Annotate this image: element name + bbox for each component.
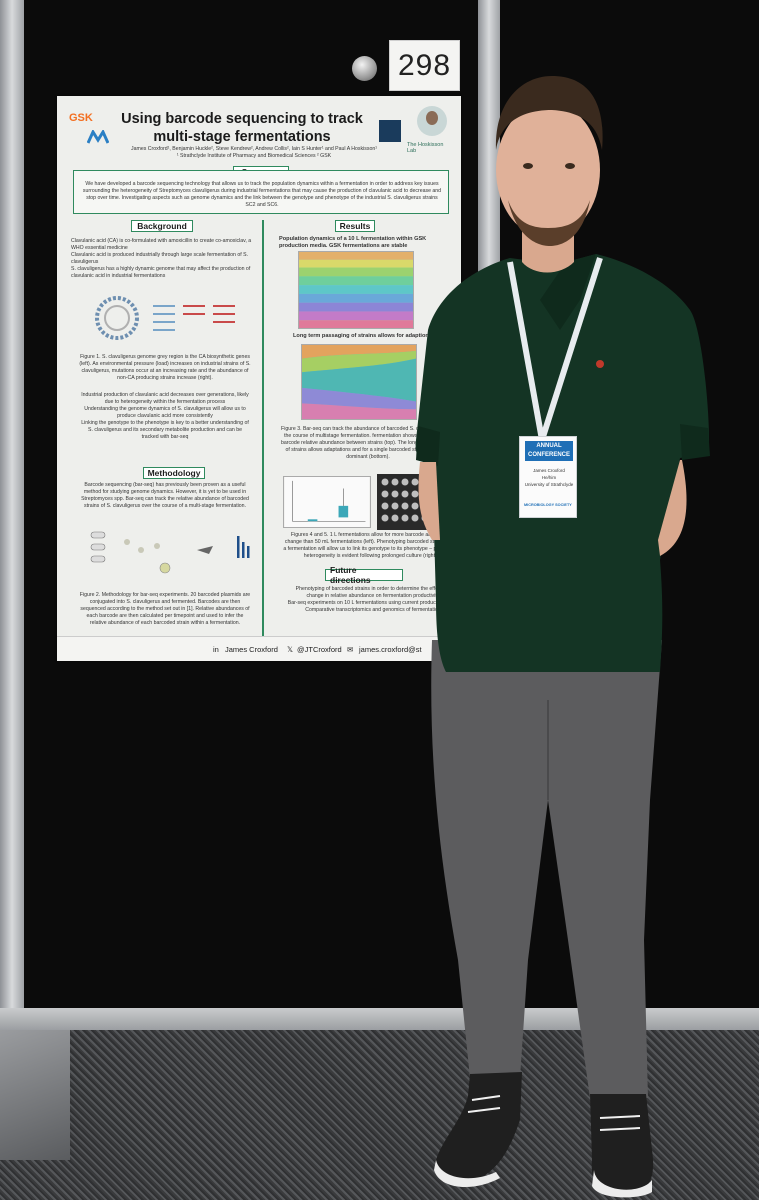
poster-title: Using barcode sequencing to track multi-… — [117, 110, 367, 146]
gsk-logo: GSK — [69, 112, 93, 124]
carpet-floor — [0, 1030, 759, 1200]
badge-banner-line2: CONFERENCE — [527, 452, 570, 458]
footer-twitter: @JTCroxford — [297, 645, 342, 654]
background-bullet: Linking the genotype to the phenotype is… — [81, 420, 249, 440]
box-plot — [283, 476, 371, 528]
future-bullet: Phenotyping of barcoded strains in order… — [295, 586, 451, 599]
background-bullet: Clavulanic acid (CA) is co-formulated wi… — [71, 238, 252, 251]
name-badge: ANNUAL CONFERENCE James Croxford He/him … — [519, 436, 577, 518]
x-icon: 𝕏 — [287, 645, 294, 654]
footer-linkedin: James Croxford — [225, 645, 278, 654]
frame-middle-post — [478, 0, 500, 1030]
genome-diagram — [95, 296, 235, 340]
future-list: Phenotyping of barcoded strains in order… — [287, 586, 459, 614]
background-list-2: Industrial production of clavulanic acid… — [79, 392, 251, 441]
results-heading: Results — [335, 220, 375, 232]
university-logo-icon — [379, 120, 401, 142]
background-bullet: Industrial production of clavulanic acid… — [81, 392, 249, 405]
badge-banner: ANNUAL CONFERENCE — [525, 441, 573, 461]
badge-details: James Croxford He/him University of Stra… — [522, 467, 576, 488]
plate-grid — [377, 474, 437, 530]
figure3-caption: Figure 3. Bar-seq can track the abundanc… — [280, 426, 456, 460]
stable-fermentation-plot — [298, 251, 414, 329]
figure1-caption: Figure 1. S. clavuligerus genome grey re… — [79, 354, 251, 381]
future-bullet: Comparative transcriptomics and genomics… — [305, 607, 441, 613]
methodology-heading: Methodology — [143, 467, 205, 479]
badge-name: James Croxford — [533, 468, 565, 473]
poster-title-line1: Using barcode sequencing to track — [121, 111, 363, 127]
badge-society: MICROBIOLOGY SOCIETY — [524, 503, 572, 507]
figure2-caption: Figure 2. Methodology for bar-seq experi… — [79, 592, 251, 626]
badge-pronouns: He/him — [541, 475, 557, 480]
future-bullet: Bar-seq experiments on 10 L fermentation… — [287, 600, 459, 606]
affiliations: ¹ Strathclyde Institute of Pharmacy and … — [176, 153, 332, 159]
background-bullet: Understanding the genome dynamics of S. … — [84, 406, 246, 419]
methodology-text: Barcode sequencing (bar-seq) has previou… — [81, 482, 249, 509]
figure45-caption: Figures 4 and 5. 1 L fermentations allow… — [283, 532, 459, 559]
summary-text: We have developed a barcode sequencing t… — [82, 181, 442, 208]
microbiology-society-logo-icon — [87, 130, 109, 144]
author-photo — [417, 106, 447, 136]
methodology-diagram — [90, 531, 250, 574]
background-bullet: S. clavuligerus has a highly dynamic gen… — [71, 266, 251, 279]
board-number: 298 — [389, 40, 460, 91]
badge-organisation: University of Strathclyde — [524, 482, 574, 487]
background-bullet: Clavulanic acid is produced industrially… — [71, 252, 249, 265]
poster-title-line2: multi-stage fermentations — [153, 129, 331, 145]
frame-base — [0, 1030, 70, 1160]
scientific-poster: GSK Using barcode sequencing to track mu… — [57, 96, 461, 661]
author-list: James Croxford¹, Benjamin Huckle², Steve… — [131, 146, 377, 152]
poster-footer: in James Croxford 𝕏 @JTCroxford ✉ james.… — [57, 636, 461, 661]
results-heading-1: Population dynamics of a 10 L fermentati… — [279, 236, 427, 249]
linkedin-icon: in — [213, 645, 219, 654]
poster-authors: James Croxford¹, Benjamin Huckle², Steve… — [109, 146, 399, 160]
summary-box: We have developed a barcode sequencing t… — [73, 170, 449, 214]
badge-banner-line1: ANNUAL — [536, 443, 562, 449]
column-divider — [262, 220, 264, 640]
lab-logo: The Hoskisson Lab — [407, 142, 444, 154]
footer-email: james.croxford@st — [359, 645, 422, 654]
background-heading: Background — [131, 220, 193, 232]
future-directions-heading: Future directions — [325, 565, 403, 585]
results-heading-2: Long term passaging of strains allows fo… — [293, 333, 429, 339]
mail-icon: ✉ — [347, 645, 354, 654]
background-list: Clavulanic acid (CA) is co-formulated wi… — [71, 238, 257, 280]
frame-left-post — [0, 0, 24, 1060]
adaptation-plot — [301, 344, 417, 420]
magnet-pin-icon — [352, 56, 377, 81]
